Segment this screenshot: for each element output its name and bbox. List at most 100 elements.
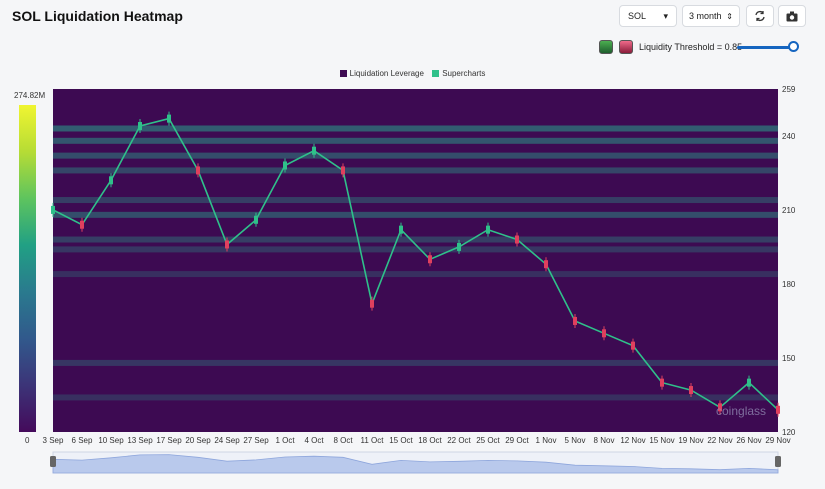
- red-color-swatch[interactable]: [619, 40, 633, 54]
- liquidity-band: [53, 359, 778, 366]
- x-tick-label: 11 Oct: [361, 436, 385, 445]
- colorbar: [19, 105, 36, 432]
- legend-swatch-liquidation: [339, 70, 347, 77]
- candle-body: [399, 225, 403, 234]
- liquidity-band: [53, 197, 778, 204]
- x-tick-label: 13 Sep: [127, 436, 153, 445]
- candle-body: [109, 176, 113, 185]
- y-tick-label: 120: [782, 428, 796, 437]
- candle-body: [196, 166, 200, 175]
- heatmap-background: [53, 89, 778, 432]
- liquidity-band: [53, 167, 778, 174]
- liquidity-band: [53, 152, 778, 159]
- x-tick-label: 10 Sep: [98, 436, 124, 445]
- x-tick-label: 19 Nov: [678, 436, 703, 445]
- liquidity-band: [53, 246, 778, 253]
- legend-label-supercharts: Supercharts: [442, 69, 486, 78]
- symbol-select-value: SOL: [628, 11, 647, 21]
- candle-body: [341, 166, 345, 175]
- camera-icon: [786, 11, 798, 21]
- page-title: SOL Liquidation Heatmap: [12, 8, 183, 24]
- x-tick-label: 3 Sep: [43, 436, 64, 445]
- x-tick-label: 5 Nov: [565, 436, 586, 445]
- x-tick-label: 12 Nov: [620, 436, 645, 445]
- screenshot-button[interactable]: [778, 5, 806, 27]
- x-tick-label: 25 Oct: [476, 436, 500, 445]
- candle-body: [515, 235, 519, 244]
- x-tick-label: 6 Sep: [72, 436, 93, 445]
- liquidity-band: [53, 211, 778, 218]
- green-color-swatch[interactable]: [599, 40, 613, 54]
- x-tick-label: 18 Oct: [418, 436, 442, 445]
- sort-updown-icon: ⇕: [726, 11, 733, 21]
- x-tick-label: 8 Oct: [333, 436, 353, 445]
- x-tick-label: 22 Nov: [707, 436, 732, 445]
- candle-body: [486, 225, 490, 234]
- candle-body: [167, 114, 171, 123]
- threshold-slider-track[interactable]: [737, 46, 797, 49]
- range-select-value: 3 month: [689, 11, 722, 21]
- x-tick-label: 26 Nov: [736, 436, 761, 445]
- threshold-slider-handle[interactable]: [788, 41, 799, 52]
- threshold-label: Liquidity Threshold = 0.85: [639, 42, 743, 52]
- candle-body: [747, 378, 751, 387]
- candle-body: [457, 242, 461, 251]
- candle-body: [689, 386, 693, 395]
- navigator-right-handle[interactable]: [775, 456, 781, 467]
- watermark-text: coinglass: [716, 404, 766, 418]
- x-tick-label: 1 Oct: [275, 436, 295, 445]
- y-tick-label: 240: [782, 132, 796, 141]
- y-tick-label: 180: [782, 280, 796, 289]
- candle-body: [225, 240, 229, 249]
- x-tick-label: 27 Sep: [243, 436, 269, 445]
- navigator-left-handle[interactable]: [50, 456, 56, 467]
- legend-swatch-supercharts: [432, 70, 440, 77]
- x-tick-label: 24 Sep: [214, 436, 240, 445]
- navigator-area: [52, 454, 779, 474]
- price-line: [52, 117, 779, 411]
- candle-body: [776, 405, 780, 414]
- x-tick-label: 17 Sep: [156, 436, 182, 445]
- candle-body: [631, 341, 635, 350]
- legend-label-liquidation: Liquidation Leverage: [349, 69, 424, 78]
- y-tick-label: 210: [782, 206, 796, 215]
- x-tick-label: 4 Oct: [304, 436, 324, 445]
- x-tick-label: 1 Nov: [536, 436, 557, 445]
- liquidity-band: [53, 137, 778, 144]
- caret-down-icon: ▾: [663, 10, 668, 21]
- candle-body: [51, 205, 55, 214]
- colorbar-min-label: 0: [25, 436, 30, 445]
- candle-body: [312, 146, 316, 155]
- candle-body: [544, 260, 548, 269]
- candle-body: [370, 299, 374, 308]
- x-tick-label: 20 Sep: [185, 436, 211, 445]
- refresh-button[interactable]: [746, 5, 774, 27]
- candle-body: [573, 316, 577, 325]
- candle-body: [602, 329, 606, 338]
- candle-body: [138, 122, 142, 131]
- x-tick-label: 22 Oct: [447, 436, 471, 445]
- y-tick-label: 150: [782, 354, 796, 363]
- liquidity-band: [53, 125, 778, 132]
- x-tick-label: 15 Nov: [649, 436, 674, 445]
- liquidity-band: [53, 236, 778, 243]
- candle-body: [80, 220, 84, 229]
- chart-legend: Liquidation Leverage Supercharts: [0, 69, 825, 79]
- refresh-icon: [755, 10, 765, 22]
- candle-body: [428, 255, 432, 264]
- liquidity-band: [53, 271, 778, 278]
- candle-body: [283, 161, 287, 170]
- candle-body: [660, 378, 664, 387]
- candle-body: [254, 215, 258, 224]
- symbol-select[interactable]: SOL ▾: [619, 5, 677, 27]
- legend-item-supercharts[interactable]: Supercharts: [432, 69, 485, 78]
- range-select[interactable]: 3 month ⇕: [682, 5, 740, 27]
- legend-item-liquidation[interactable]: Liquidation Leverage: [339, 69, 424, 78]
- colorbar-max-label: 274.82M: [14, 91, 46, 100]
- x-tick-label: 29 Nov: [765, 436, 790, 445]
- candle-body: [718, 403, 722, 412]
- liquidity-band: [53, 394, 778, 401]
- x-tick-label: 15 Oct: [389, 436, 413, 445]
- x-tick-label: 8 Nov: [594, 436, 615, 445]
